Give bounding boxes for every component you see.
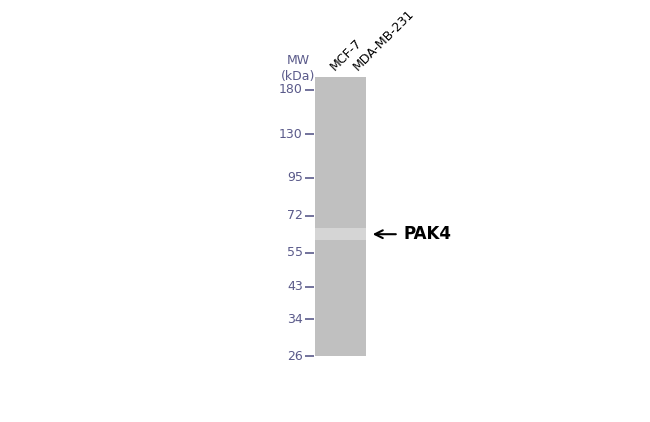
- Text: 95: 95: [287, 171, 303, 184]
- Text: PAK4: PAK4: [404, 225, 452, 243]
- Text: 180: 180: [279, 83, 303, 96]
- Text: 55: 55: [287, 246, 303, 260]
- Text: 43: 43: [287, 280, 303, 293]
- Text: MW
(kDa): MW (kDa): [281, 54, 315, 83]
- FancyBboxPatch shape: [315, 228, 366, 240]
- FancyBboxPatch shape: [315, 77, 366, 356]
- Text: 34: 34: [287, 313, 303, 326]
- Text: 130: 130: [279, 128, 303, 141]
- Text: MCF-7: MCF-7: [328, 37, 365, 73]
- Text: 72: 72: [287, 209, 303, 222]
- Text: 26: 26: [287, 349, 303, 362]
- Text: MDA-MB-231: MDA-MB-231: [351, 7, 417, 73]
